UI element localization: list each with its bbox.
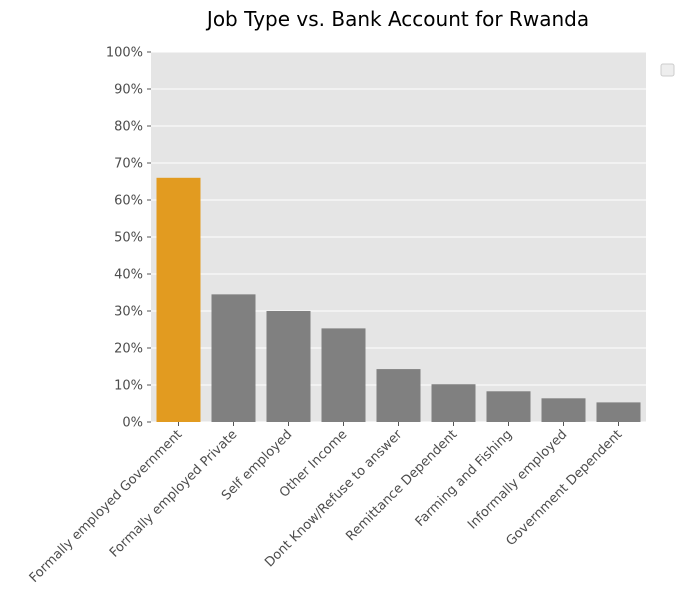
x-tick-label: Informally employed: [465, 427, 570, 532]
x-tick-label: Government Dependent: [503, 427, 625, 549]
y-tick-label: 20%: [114, 342, 143, 357]
bar-4: [376, 369, 421, 422]
bar-2: [266, 311, 311, 422]
y-tick-label: 10%: [114, 379, 143, 394]
bar-6: [486, 391, 531, 422]
bar-8: [596, 402, 641, 422]
bar-5: [431, 384, 476, 422]
y-tick-label: 70%: [114, 157, 143, 172]
y-tick-label: 90%: [114, 83, 143, 98]
legend-box: [660, 63, 675, 77]
bar-3: [321, 328, 366, 422]
bar-1: [211, 294, 256, 422]
y-tick-label: 40%: [114, 268, 143, 283]
x-tick-label: Farming and Fishing: [413, 427, 516, 530]
x-tick-label: Remittance Dependent: [343, 427, 460, 544]
y-tick-label: 60%: [114, 194, 143, 209]
y-tick-label: 50%: [114, 231, 143, 246]
y-tick-label: 80%: [114, 120, 143, 135]
y-tick-label: 0%: [122, 416, 143, 431]
bars: [156, 177, 641, 422]
y-tick-label: 100%: [106, 46, 143, 61]
bar-7: [541, 398, 586, 422]
bar-0: [156, 177, 201, 422]
y-axis: 0% 10% 20% 30% 40% 50% 60% 70% 80% 90% 100%: [106, 46, 151, 431]
y-tick-label: 30%: [114, 305, 143, 320]
chart-title: Job Type vs. Bank Account for Rwanda: [205, 7, 589, 31]
